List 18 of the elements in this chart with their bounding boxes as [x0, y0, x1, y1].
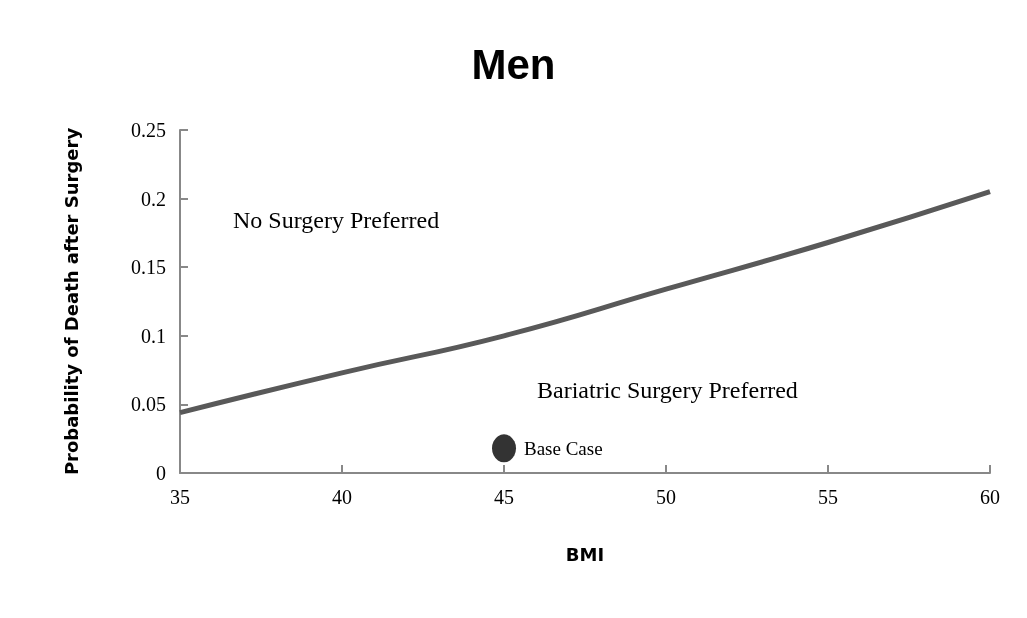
annotation: No Surgery Preferred [233, 207, 440, 233]
chart-title: Men [471, 40, 556, 88]
x-tick-label: 40 [332, 486, 352, 508]
y-tick-label: 0.05 [131, 393, 166, 416]
x-tick-label: 45 [494, 486, 514, 508]
annotation: Base Case [524, 437, 603, 459]
y-tick-label: 0.1 [141, 324, 166, 347]
x-tick-label: 35 [170, 486, 190, 508]
y-tick-label: 0.15 [131, 256, 166, 279]
x-axis-title: BMI [565, 543, 605, 565]
y-tick-label: 0 [156, 462, 166, 484]
y-tick-label: 0.2 [141, 187, 166, 210]
x-tick-label: 60 [980, 486, 1000, 508]
annotation: Bariatric Surgery Preferred [537, 377, 798, 403]
y-tick-label: 0.25 [131, 119, 166, 141]
y-axis-title: Probability of Death after Surgery [60, 127, 82, 476]
x-tick-label: 55 [818, 486, 838, 508]
x-tick-label: 50 [656, 486, 676, 508]
